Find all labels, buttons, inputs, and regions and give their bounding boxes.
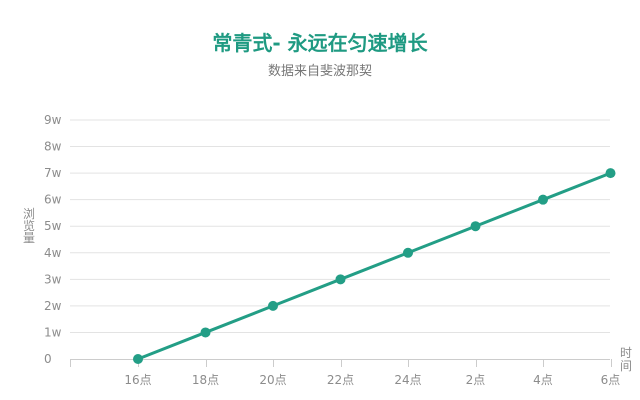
x-axis-label-char: 间 bbox=[620, 359, 632, 373]
chart-subtitle: 数据来自斐波那契 bbox=[268, 64, 372, 79]
x-tick-label: 6点 bbox=[601, 373, 621, 387]
data-point[interactable] bbox=[133, 354, 143, 364]
x-tick-label: 24点 bbox=[394, 373, 421, 387]
data-point[interactable] bbox=[268, 300, 278, 311]
series-layer bbox=[133, 168, 616, 364]
y-tick-labels: 0 1w 2w 3w 4w 5w 6w 7w 8w 9w bbox=[44, 113, 62, 366]
x-tick-label: 2点 bbox=[466, 373, 486, 387]
y-axis-label: 浏览量 bbox=[23, 207, 35, 245]
chart-title: 常青式- 永远在匀速增长 bbox=[212, 31, 428, 55]
x-tick-label: 4点 bbox=[533, 373, 553, 387]
data-point[interactable] bbox=[403, 247, 413, 258]
series-line bbox=[137, 171, 612, 361]
y-tick-label: 2w bbox=[44, 299, 62, 313]
x-tick-label: 16点 bbox=[124, 373, 151, 387]
x-axis-label: 时间 bbox=[620, 346, 632, 373]
x-tick-labels: 16点 18点 20点 22点 24点 2点 4点 6点 bbox=[124, 373, 620, 387]
y-tick-label: 6w bbox=[44, 193, 62, 207]
y-tick-label: 1w bbox=[44, 325, 62, 339]
y-axis-label-char: 浏 bbox=[23, 207, 35, 221]
data-point[interactable] bbox=[538, 194, 548, 205]
data-point[interactable] bbox=[605, 168, 616, 179]
y-tick-label: 3w bbox=[44, 272, 62, 286]
y-tick-label: 0 bbox=[44, 352, 52, 366]
y-axis-label-char: 览 bbox=[23, 218, 35, 233]
y-tick-label: 7w bbox=[44, 166, 62, 180]
x-tick-label: 22点 bbox=[327, 373, 354, 387]
y-tick-label: 5w bbox=[44, 219, 62, 233]
grid-lines bbox=[70, 119, 610, 333]
x-tick-label: 20点 bbox=[259, 373, 286, 387]
x-axis bbox=[70, 359, 612, 367]
y-axis-label-char: 量 bbox=[23, 231, 35, 245]
data-point[interactable] bbox=[335, 274, 346, 285]
y-tick-label: 4w bbox=[44, 246, 62, 260]
data-point[interactable] bbox=[470, 221, 481, 232]
x-axis-label-char: 时 bbox=[620, 346, 632, 360]
x-tick-label: 18点 bbox=[192, 373, 219, 387]
y-tick-label: 9w bbox=[44, 113, 62, 127]
y-tick-label: 8w bbox=[44, 140, 62, 154]
data-point[interactable] bbox=[200, 327, 211, 338]
